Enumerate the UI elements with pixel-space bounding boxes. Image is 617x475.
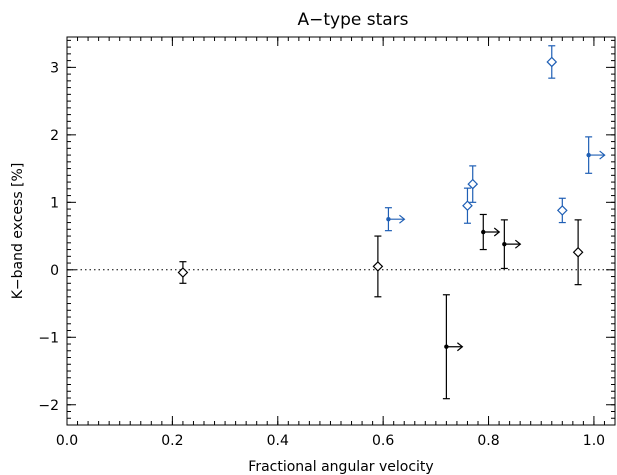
limit-arrow-head: [514, 239, 522, 249]
limit-arrow-head: [457, 342, 464, 352]
data-point-diamond: [177, 267, 189, 278]
y-tick-label: 2: [50, 128, 59, 144]
y-tick-label: 0: [50, 263, 59, 279]
data-point-diamond: [467, 178, 479, 190]
x-tick-label: 0.2: [161, 433, 183, 449]
limit-arrow-head: [493, 227, 501, 237]
y-tick-label: 1: [50, 195, 59, 211]
y-tick-label: 3: [50, 60, 59, 76]
data-point-diamond: [546, 56, 558, 68]
data-point-diamond: [556, 205, 568, 216]
plot-area: 0.0 0.2 0.4 0.6 0.8 1.0 −2 −1 0 1 2 3: [38, 36, 616, 449]
y-tick-label: −1: [38, 330, 59, 346]
x-tick-label: 0.0: [56, 433, 78, 449]
y-axis-label: K−band excess [%]: [10, 163, 26, 300]
data-point-dot: [502, 241, 507, 247]
data-point-diamond: [462, 200, 473, 212]
limit-arrow-head: [399, 214, 406, 224]
x-tick-label: 0.6: [372, 433, 394, 449]
chart-title: A−type stars: [297, 10, 408, 30]
plot-frame: [66, 36, 616, 426]
limit-arrow-head: [599, 150, 606, 160]
data-point-diamond: [572, 246, 584, 258]
x-tick-label: 0.8: [477, 433, 499, 449]
x-tick-label: 1.0: [583, 433, 605, 449]
x-axis-label: Fractional angular velocity: [248, 459, 433, 475]
data-point-diamond: [372, 261, 384, 272]
data-point-dot: [386, 216, 391, 222]
x-tick-label: 0.4: [267, 433, 289, 449]
y-tick-label: −2: [38, 398, 59, 414]
data-point-dot: [444, 344, 449, 349]
